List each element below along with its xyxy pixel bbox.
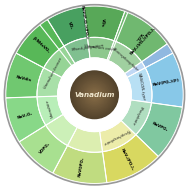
Text: Pyrophosphate: Pyrophosphate [101, 128, 130, 145]
Circle shape [91, 92, 98, 98]
Text: VO₂: VO₂ [67, 22, 73, 30]
Polygon shape [6, 97, 46, 142]
Circle shape [73, 73, 116, 117]
Circle shape [92, 92, 97, 97]
Polygon shape [102, 135, 158, 183]
Circle shape [76, 76, 113, 114]
Circle shape [71, 72, 118, 118]
Text: Mixed-polyanion: Mixed-polyanion [71, 44, 105, 52]
Circle shape [84, 84, 105, 105]
Text: NaVPO₄: NaVPO₄ [152, 121, 169, 132]
Circle shape [79, 79, 110, 111]
Circle shape [89, 89, 100, 100]
Circle shape [86, 86, 103, 104]
Polygon shape [84, 6, 125, 41]
Polygon shape [108, 42, 145, 77]
Circle shape [90, 90, 99, 99]
Text: NaVₓ(VO₂)(PO₄)ₓ: NaVₓ(VO₂)(PO₄)ₓ [130, 26, 157, 55]
Polygon shape [121, 100, 151, 135]
Text: NaV₃(PO₄)₂: NaV₃(PO₄)₂ [120, 148, 135, 172]
Polygon shape [40, 6, 128, 50]
Circle shape [81, 81, 108, 109]
Circle shape [78, 78, 111, 111]
Text: β-NHxVO₄: β-NHxVO₄ [32, 36, 50, 54]
Text: Fluorophosphate: Fluorophosphate [112, 47, 140, 73]
Text: VOPO₄: VOPO₄ [38, 142, 51, 155]
Polygon shape [114, 12, 167, 62]
Circle shape [91, 91, 98, 98]
Polygon shape [19, 125, 67, 173]
Polygon shape [64, 38, 90, 64]
Polygon shape [53, 146, 107, 183]
Polygon shape [48, 7, 88, 46]
Polygon shape [67, 127, 102, 152]
Text: NaVdis: NaVdis [15, 75, 32, 82]
Circle shape [88, 88, 101, 102]
Circle shape [86, 87, 103, 103]
Circle shape [82, 82, 107, 107]
Polygon shape [46, 114, 77, 146]
Text: Phosphate: Phosphate [130, 105, 143, 126]
Circle shape [77, 78, 112, 112]
Text: NASICON-type: NASICON-type [136, 72, 145, 101]
Circle shape [77, 77, 112, 112]
Circle shape [93, 93, 96, 97]
Polygon shape [59, 37, 116, 66]
Circle shape [73, 73, 116, 116]
Text: Vanadium: Vanadium [74, 92, 115, 98]
Circle shape [81, 82, 108, 108]
Polygon shape [107, 41, 142, 74]
Polygon shape [16, 20, 64, 68]
Circle shape [74, 75, 115, 115]
Circle shape [83, 83, 106, 107]
Text: NaV₂O₅: NaV₂O₅ [16, 112, 33, 120]
Polygon shape [37, 68, 62, 97]
Text: NaVOPO₄: NaVOPO₄ [78, 156, 86, 177]
Polygon shape [145, 53, 183, 107]
Circle shape [71, 71, 118, 119]
Circle shape [94, 94, 95, 95]
Circle shape [85, 85, 104, 104]
Text: NaV(PO₄)(F): NaV(PO₄)(F) [152, 78, 180, 87]
Circle shape [87, 87, 102, 102]
Text: Vanadium oxide: Vanadium oxide [84, 44, 116, 52]
Circle shape [88, 88, 101, 101]
Circle shape [76, 77, 113, 113]
Circle shape [58, 58, 131, 132]
Polygon shape [88, 37, 114, 60]
Polygon shape [37, 96, 63, 125]
Text: Vanadate: Vanadate [45, 99, 54, 118]
Circle shape [83, 84, 106, 106]
Circle shape [93, 94, 96, 96]
Circle shape [79, 80, 110, 110]
Polygon shape [127, 68, 152, 103]
Text: VOs: VOs [100, 18, 105, 27]
Circle shape [80, 80, 109, 109]
Circle shape [72, 72, 117, 117]
Circle shape [70, 70, 119, 119]
Text: NaV(P₂O₇)(PO₄): NaV(P₂O₇)(PO₄) [80, 5, 89, 40]
Polygon shape [44, 46, 75, 77]
Text: Vanadium bronze: Vanadium bronze [43, 56, 63, 89]
Circle shape [75, 75, 114, 114]
Text: V₂O₅: V₂O₅ [134, 32, 144, 42]
Circle shape [89, 90, 100, 100]
Polygon shape [136, 103, 182, 156]
Polygon shape [6, 53, 44, 98]
Polygon shape [116, 13, 173, 68]
Circle shape [74, 74, 115, 115]
Polygon shape [100, 120, 136, 152]
Circle shape [84, 85, 105, 105]
